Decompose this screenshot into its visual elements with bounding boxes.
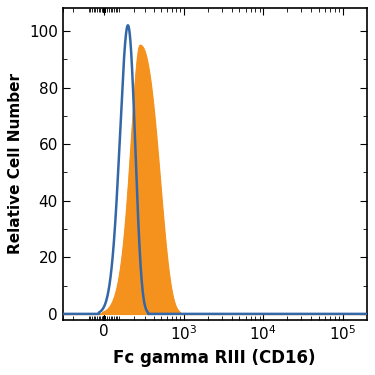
- Y-axis label: Relative Cell Number: Relative Cell Number: [8, 74, 23, 255]
- X-axis label: Fc gamma RIII (CD16): Fc gamma RIII (CD16): [113, 349, 316, 367]
